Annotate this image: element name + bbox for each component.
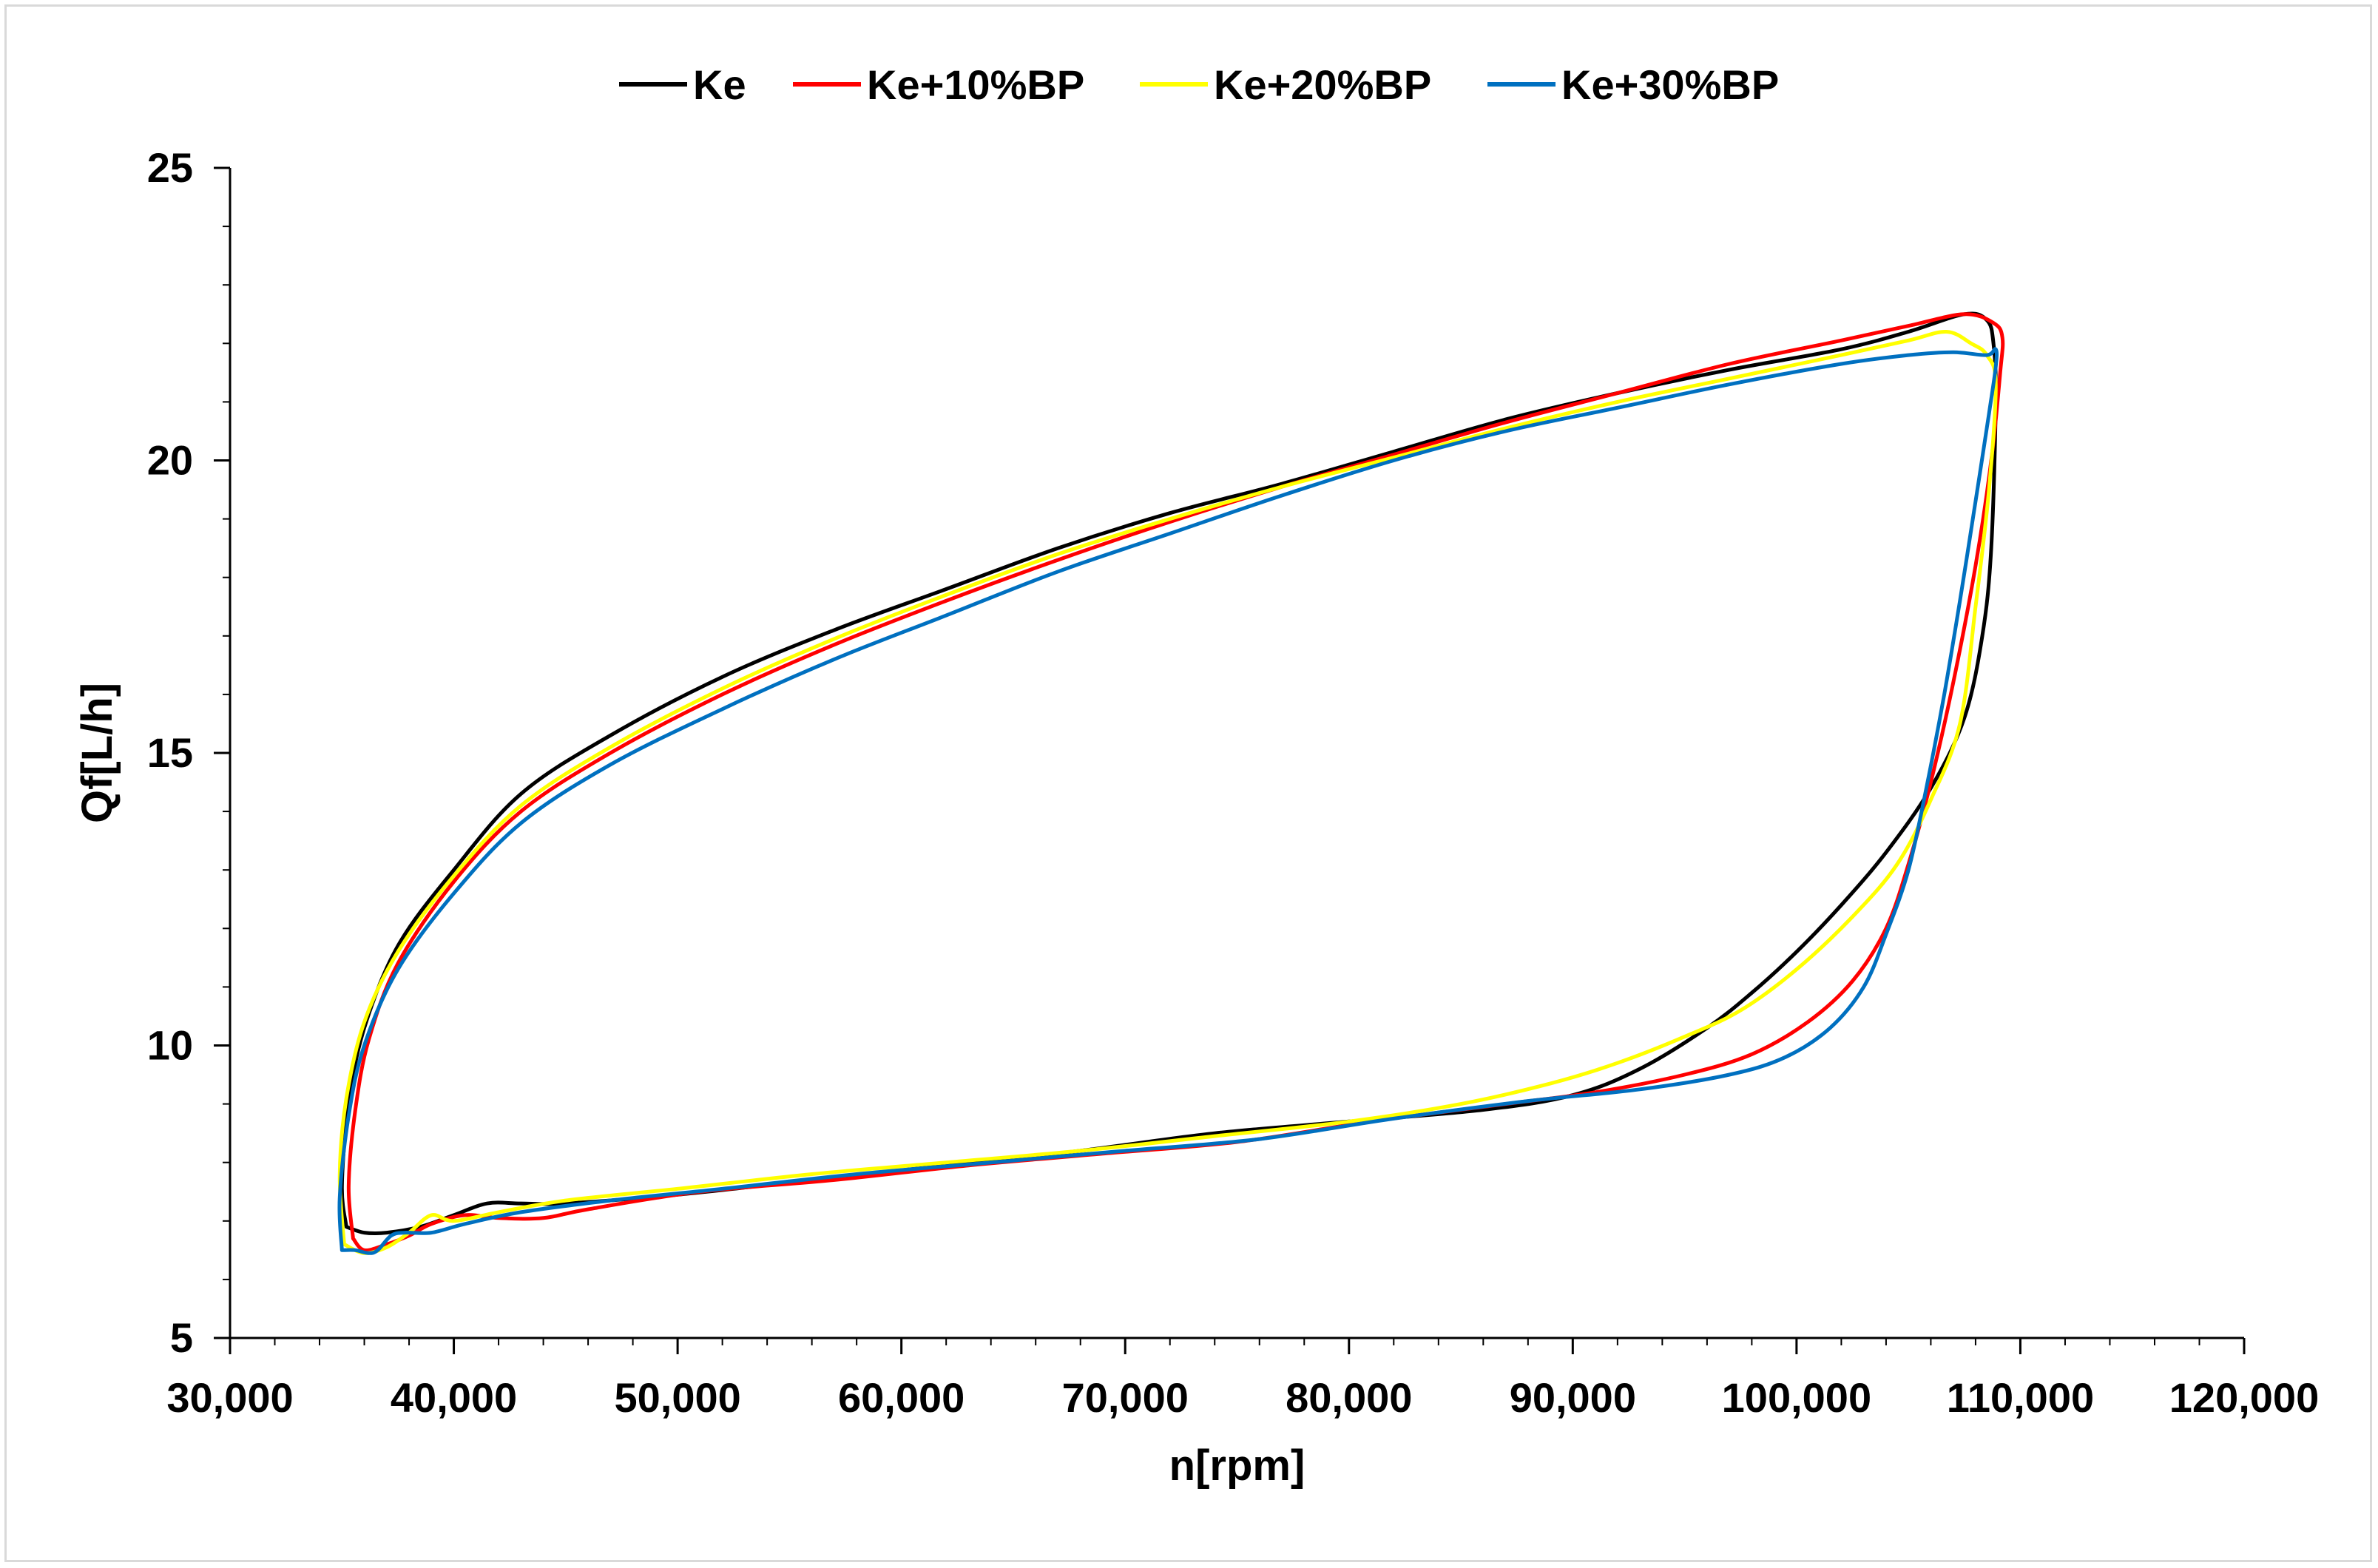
legend-label-ke: Ke — [693, 61, 746, 108]
x-axis-title: n[rpm] — [1169, 1442, 1305, 1490]
legend-label-ke-20-bp: Ke+20%BP — [1214, 61, 1431, 108]
series-line-ke-30-bp — [337, 347, 1999, 1255]
chart-frame: 5 10 15 20 25 30,000 40,000 50,000 60,000 70,000 8… — [4, 4, 2372, 1562]
y-tick-label: 15 — [147, 729, 193, 776]
fuel-consumption-chart: 5 10 15 20 25 30,000 40,000 50,000 60,000 70,000 8… — [73, 61, 2320, 1490]
axes: 5 10 15 20 25 30,000 40,000 50,000 60,000 70,000 8… — [147, 144, 2320, 1421]
legend: Ke Ke+10%BP Ke+20%BP Ke+30%BP — [619, 61, 1779, 108]
y-tick-label: 5 — [170, 1314, 193, 1361]
x-tick-label: 90,000 — [1510, 1374, 1636, 1421]
x-tick-label: 110,000 — [1947, 1374, 2094, 1421]
legend-label-ke-10-bp: Ke+10%BP — [867, 61, 1084, 108]
x-tick-label: 50,000 — [614, 1374, 740, 1421]
x-tick-label: 70,000 — [1062, 1374, 1189, 1421]
y-tick-label: 20 — [147, 437, 193, 484]
x-tick-label: 120,000 — [2169, 1374, 2319, 1421]
series-layer — [337, 311, 2005, 1255]
x-tick-label: 30,000 — [166, 1374, 293, 1421]
legend-label-ke-30-bp: Ke+30%BP — [1561, 61, 1779, 108]
y-tick-label: 10 — [147, 1022, 193, 1069]
x-tick-label: 100,000 — [1722, 1374, 1871, 1421]
series-line-ke-10-bp — [346, 312, 2005, 1252]
y-tick-label: 25 — [147, 144, 193, 191]
x-tick-label: 60,000 — [838, 1374, 965, 1421]
series-line-ke-20-bp — [337, 329, 1998, 1255]
x-tick-label: 80,000 — [1286, 1374, 1412, 1421]
series-line-ke — [340, 311, 1998, 1236]
x-tick-label: 40,000 — [391, 1374, 517, 1421]
y-axis-title: Qf[L/h] — [73, 683, 121, 823]
